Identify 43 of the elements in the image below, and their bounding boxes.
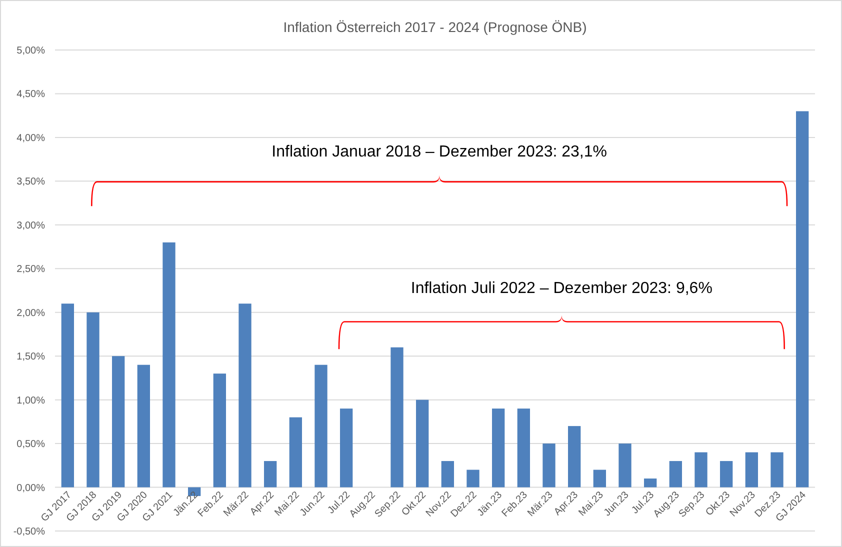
bar	[264, 461, 277, 488]
y-tick-label: 3,00%	[16, 220, 46, 232]
y-tick-label: 0,50%	[16, 439, 46, 450]
bar	[112, 356, 125, 488]
bar	[314, 364, 328, 488]
bar	[441, 461, 454, 488]
bar	[720, 461, 733, 488]
bar	[568, 426, 581, 488]
bar	[593, 470, 606, 488]
y-tick-label: 1,00%	[16, 395, 46, 406]
bar	[669, 461, 682, 488]
y-tick-label: 1,50%	[16, 352, 46, 363]
y-tick-label: 4,50%	[16, 89, 46, 100]
bar	[492, 408, 505, 488]
bar	[162, 242, 176, 488]
annotation: Inflation Januar 2018 – Dezember 2023: 23,1%	[272, 144, 608, 161]
bar	[542, 444, 556, 488]
bar	[213, 374, 226, 488]
bar	[416, 400, 429, 488]
y-tick-label: 0,00%	[16, 482, 46, 494]
bar	[796, 111, 809, 488]
bar	[238, 304, 252, 488]
y-tick-label: 3,50%	[16, 176, 46, 188]
bar	[745, 452, 758, 488]
bar	[390, 347, 404, 488]
bar	[466, 470, 480, 488]
chart-title: Inflation Österreich 2017 - 2024 (Prognose ÖNB)	[283, 19, 587, 35]
bar	[644, 478, 657, 488]
bar	[618, 444, 632, 488]
bar	[61, 304, 74, 488]
y-tick-label: 2,00%	[16, 308, 46, 319]
y-tick-label: 4,00%	[16, 132, 46, 144]
bar	[340, 408, 353, 488]
y-tick-label: -0,50%	[13, 526, 46, 538]
bar	[137, 364, 150, 488]
y-tick-label: 2,50%	[16, 264, 46, 276]
bar	[289, 417, 302, 488]
bar	[86, 312, 100, 488]
bar	[694, 452, 708, 488]
bar	[517, 408, 530, 488]
y-tick-label: 5,00%	[16, 46, 46, 56]
annotation: Inflation Juli 2022 – Dezember 2023: 9,6%	[410, 280, 712, 298]
bar	[770, 452, 784, 488]
